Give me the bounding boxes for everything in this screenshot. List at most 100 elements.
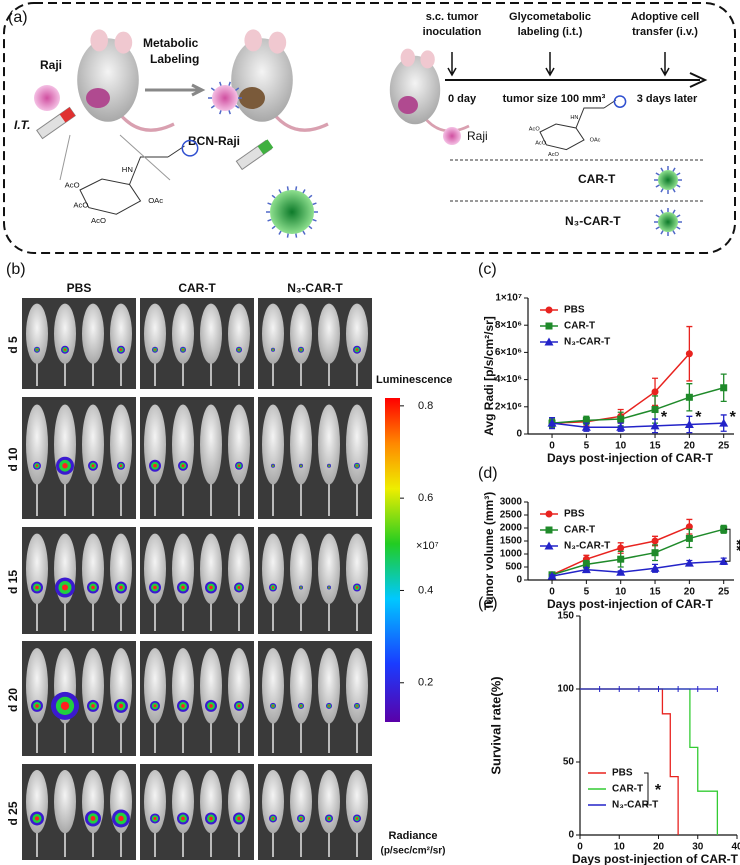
y-tick-label: 8×10⁶ <box>495 320 522 331</box>
signal <box>328 465 330 467</box>
signal <box>34 816 40 821</box>
signal <box>300 586 302 589</box>
series-line <box>551 528 724 576</box>
signal <box>181 704 185 708</box>
x-tick-label: 25 <box>718 441 730 452</box>
cell-spike <box>660 167 664 172</box>
x-tick-label: 20 <box>684 587 696 598</box>
annotation: * <box>730 409 737 426</box>
mouse-body <box>26 404 48 485</box>
marker <box>617 555 625 563</box>
cell-spike <box>210 105 215 109</box>
signal <box>355 586 359 589</box>
marker <box>684 419 694 428</box>
cell <box>270 190 314 234</box>
mouse-body <box>200 404 222 485</box>
cell-spike <box>655 184 660 188</box>
label: Labeling <box>150 52 199 66</box>
marker <box>651 388 659 396</box>
signal <box>272 465 274 467</box>
signal <box>355 817 359 820</box>
mouse-body <box>172 648 194 724</box>
label: BCN-Raji <box>188 134 240 148</box>
mouse-body <box>262 648 284 724</box>
mouse-body <box>26 303 48 364</box>
mouse-ear <box>420 50 435 69</box>
legend-label: Raji <box>467 129 488 143</box>
cell-spike <box>228 81 231 86</box>
signal <box>209 585 213 590</box>
cell-spike <box>302 230 306 235</box>
x-axis-label: Days post-injection of CAR-T <box>572 852 739 865</box>
marker <box>582 416 590 424</box>
cell-spike <box>286 233 289 238</box>
chem-label: HN <box>570 115 578 121</box>
cell-spike <box>302 189 306 194</box>
x-tick-label: 10 <box>615 441 627 452</box>
row-label: CAR-T <box>578 172 616 186</box>
row-label: d 5 <box>6 336 20 354</box>
signal <box>327 817 331 820</box>
survival-line <box>580 688 719 835</box>
step-title: Glycometabolic <box>509 11 591 23</box>
marker <box>650 421 660 430</box>
legend-label: PBS <box>612 768 633 779</box>
signal <box>181 464 185 468</box>
cell-spike <box>286 186 289 191</box>
mouse-body <box>82 648 104 724</box>
cell-spike <box>219 110 222 115</box>
timeline <box>445 72 708 88</box>
syringe-tip <box>257 139 274 155</box>
cell-spike <box>660 188 664 193</box>
mouse-body <box>290 769 312 834</box>
cell-spike <box>655 214 660 218</box>
colorbar-tick-label: 0.6 <box>418 492 433 504</box>
x-tick-label: 40 <box>731 842 740 853</box>
legend-label: PBS <box>564 509 585 520</box>
cell-spike <box>676 226 681 230</box>
signal <box>153 463 157 468</box>
y-tick-label: 2×10⁶ <box>495 401 522 412</box>
step-note: 3 days later <box>637 93 698 105</box>
marker <box>685 393 693 401</box>
cell-spike <box>655 172 660 176</box>
mouse-body <box>54 303 76 364</box>
signal <box>237 464 241 467</box>
callout <box>59 134 171 181</box>
cell-spike <box>235 87 240 91</box>
legend-label: N₃-CAR-T <box>564 337 610 348</box>
y-tick-label: 3000 <box>500 497 523 508</box>
chem-bonds <box>539 99 617 151</box>
x-tick-label: 15 <box>649 587 661 598</box>
colorbar-tick-label: 0.4 <box>418 584 433 596</box>
mouse-body <box>228 648 250 724</box>
cell-spike <box>660 230 664 235</box>
signal <box>119 585 123 590</box>
signal <box>238 348 240 351</box>
mouse-body <box>172 404 194 485</box>
chem-ring <box>181 139 199 157</box>
cell <box>658 170 678 190</box>
x-tick-label: 20 <box>653 842 665 853</box>
signal <box>181 816 185 821</box>
annotation: ** <box>728 539 740 551</box>
mouse-body <box>262 404 284 485</box>
cell-spike <box>672 230 676 235</box>
x-tick-label: 25 <box>718 587 730 598</box>
step-title: Adoptive cell <box>631 11 699 23</box>
mouse-body <box>290 648 312 724</box>
marker <box>545 322 553 330</box>
marker <box>581 565 591 574</box>
cell-spike <box>271 194 276 199</box>
cell-spike <box>312 218 317 222</box>
x-tick-label: 0 <box>549 587 555 598</box>
mouse-body <box>346 648 368 724</box>
annotation: * <box>655 782 662 799</box>
cell <box>658 212 678 232</box>
step-arrow <box>447 52 457 77</box>
mouse-body <box>290 533 312 604</box>
mouse-body <box>262 769 284 834</box>
cell-spike <box>210 87 215 91</box>
chem-label: HN <box>122 165 133 174</box>
mouse-body <box>144 769 166 834</box>
